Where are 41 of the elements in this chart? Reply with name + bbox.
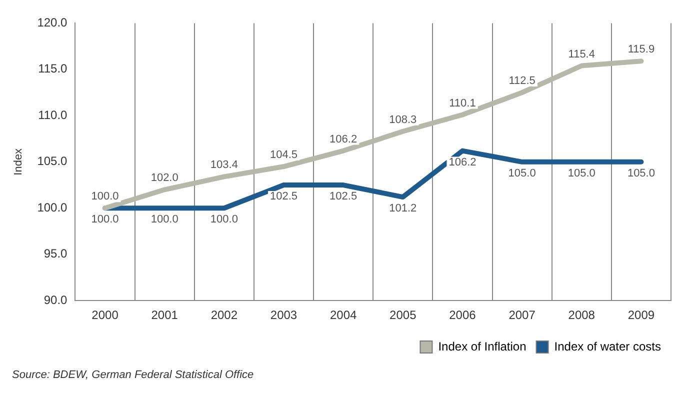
x-tick-label: 2000 [92, 308, 119, 322]
y-tick-label: 120.0 [37, 16, 68, 30]
y-tick-label: 100.0 [37, 200, 68, 214]
data-label: 102.5 [330, 190, 358, 203]
legend-label: Index of Inflation [438, 339, 526, 354]
x-tick-label: 2006 [449, 308, 476, 322]
x-tick-label: 2005 [390, 308, 417, 322]
y-tick-label: 95.0 [44, 246, 68, 261]
x-tick-label: 2001 [151, 308, 178, 322]
data-label: 100.0 [91, 190, 119, 203]
legend-label: Index of water costs [554, 339, 661, 354]
y-tick-label: 105.0 [37, 154, 68, 168]
data-label: 112.5 [508, 75, 536, 88]
data-label: 100.0 [150, 214, 178, 226]
data-label: 100.0 [91, 214, 119, 226]
data-label: 115.4 [568, 48, 595, 60]
y-tick-label: 115.0 [38, 62, 68, 76]
data-label: 100.0 [210, 214, 238, 226]
data-label: 105.0 [508, 167, 536, 180]
x-tick-label: 2008 [568, 308, 596, 322]
data-label: 106.2 [330, 133, 358, 146]
data-label: 106.2 [448, 156, 476, 168]
y-axis-title: Index [12, 148, 25, 176]
source-note: Source: BDEW, German Federal Statistical Office [12, 369, 255, 381]
x-tick-label: 2009 [628, 308, 655, 322]
data-label: 110.1 [449, 97, 476, 110]
data-label: 108.3 [389, 114, 417, 126]
data-label: 115.9 [628, 44, 655, 56]
x-tick-label: 2002 [210, 308, 238, 322]
data-label: 101.2 [389, 202, 417, 215]
data-label: 102.5 [270, 190, 298, 203]
data-label: 104.5 [270, 149, 298, 162]
data-label: 105.0 [568, 167, 596, 180]
data-label: 102.0 [150, 172, 178, 184]
data-label: 103.4 [210, 159, 238, 172]
data-label: 105.0 [627, 167, 655, 180]
y-tick-label: 90.0 [44, 292, 68, 307]
x-tick-label: 2007 [508, 308, 536, 322]
x-tick-label: 2004 [330, 308, 357, 322]
y-tick-label: 110.0 [38, 108, 68, 122]
x-tick-label: 2003 [270, 308, 298, 322]
